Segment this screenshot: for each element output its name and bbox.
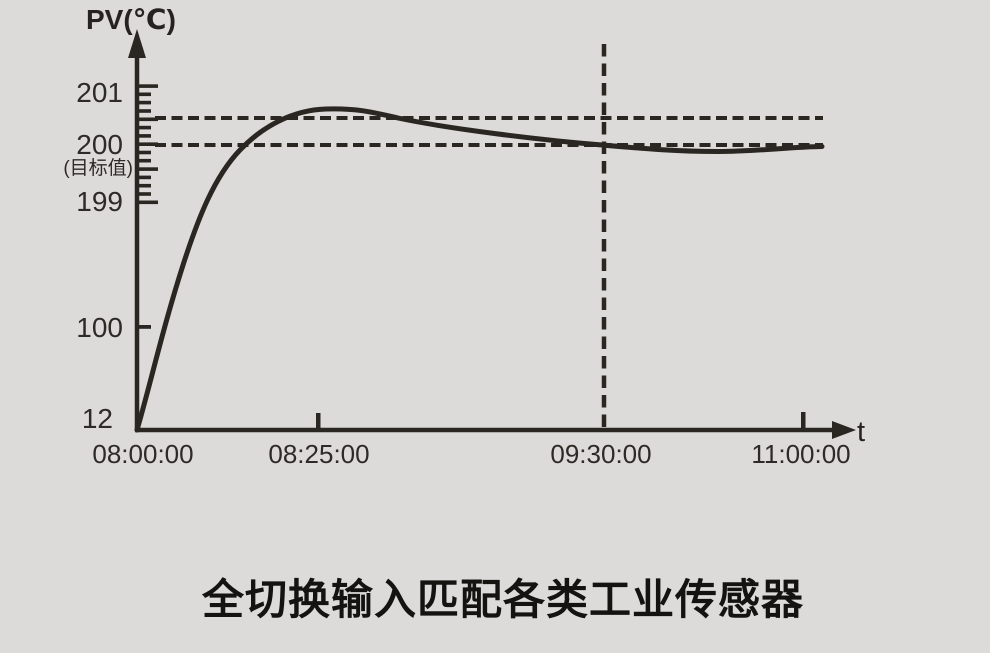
x-label-0930: 09:30:00 xyxy=(550,439,651,469)
y-major-tick xyxy=(139,142,158,146)
pv-curve xyxy=(134,106,825,433)
y-minor-tick xyxy=(139,100,151,105)
y-label-199: 199 xyxy=(76,186,123,217)
y-minor-tick xyxy=(139,109,151,113)
y-major-tick xyxy=(139,167,158,171)
y-minor-tick xyxy=(139,192,151,196)
x-axis-arrow-icon xyxy=(832,421,856,439)
y-label-12: 12 xyxy=(82,403,113,434)
y-major-tick xyxy=(139,200,158,205)
y-tick-100 xyxy=(139,325,151,329)
figure-caption: 全切换输入匹配各类工业传感器 xyxy=(201,576,804,623)
y-label-target-note: (目标值) xyxy=(63,157,133,179)
y-major-tick xyxy=(139,117,158,122)
y-minor-tick xyxy=(139,150,151,155)
y-minor-tick xyxy=(139,134,151,138)
x-label-0800: 08:00:00 xyxy=(92,439,193,469)
y-minor-tick xyxy=(139,92,151,97)
y-label-200: 200 xyxy=(76,129,123,160)
x-tick-1100 xyxy=(801,412,806,430)
y-axis-arrow-icon xyxy=(128,29,146,58)
y-minor-tick xyxy=(139,183,151,188)
x-label-0825: 08:25:00 xyxy=(268,439,369,469)
x-tick-0825 xyxy=(316,413,321,430)
y-axis-title: PV(℃) xyxy=(86,4,176,35)
y-minor-tick xyxy=(139,175,151,180)
y-label-100: 100 xyxy=(76,312,123,343)
y-label-201: 201 xyxy=(76,77,123,108)
x-axis-title: t xyxy=(857,416,865,448)
y-minor-tick xyxy=(139,125,151,130)
y-minor-tick xyxy=(139,158,151,163)
y-axis-ruler-ticks xyxy=(139,84,158,329)
y-major-tick xyxy=(139,84,158,88)
x-label-1100: 11:00:00 xyxy=(751,439,850,469)
